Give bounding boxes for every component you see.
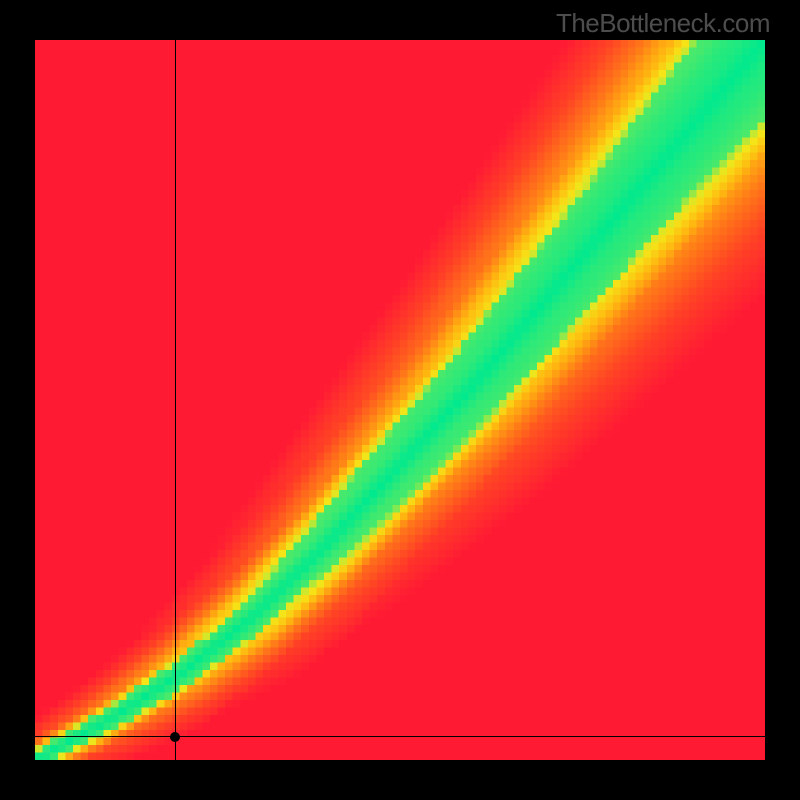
heatmap-canvas bbox=[35, 40, 765, 760]
watermark-text: TheBottleneck.com bbox=[556, 8, 770, 39]
crosshair-horizontal-line bbox=[35, 736, 765, 737]
heatmap-plot bbox=[35, 40, 765, 760]
crosshair-marker-dot bbox=[170, 732, 180, 742]
crosshair-vertical-line bbox=[175, 40, 176, 760]
